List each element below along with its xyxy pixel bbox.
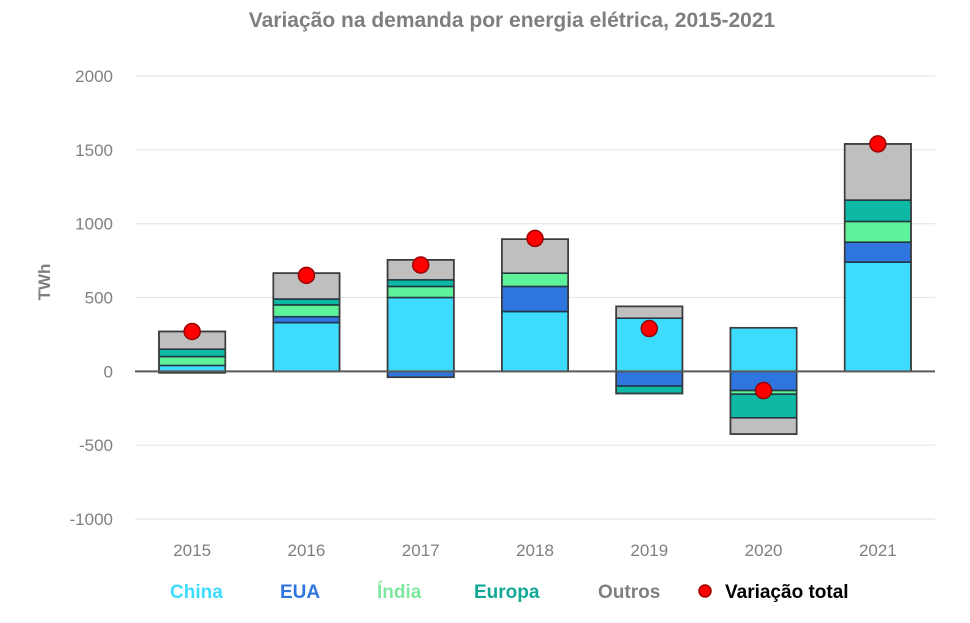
- bar-group-2017: [386, 259, 455, 379]
- y-tick-label: 2000: [75, 67, 113, 86]
- bar-group-2020: [729, 326, 798, 435]
- total-marker-2021: [869, 135, 887, 153]
- total-marker-2018: [526, 229, 544, 248]
- x-tick-label: 2020: [745, 541, 783, 560]
- legend-item-china: China: [170, 582, 223, 603]
- y-tick-label: 1500: [75, 141, 113, 160]
- x-tick-label: 2019: [630, 541, 668, 560]
- total-marker-2019: [640, 319, 659, 338]
- y-tick-label: 0: [104, 362, 113, 381]
- gridlines: [135, 75, 935, 520]
- total-marker-2020: [754, 381, 773, 400]
- bar-outline-2019: [615, 305, 684, 395]
- total-marker-2015: [183, 322, 201, 341]
- legend-item-outros: Outros: [598, 582, 660, 603]
- y-tick-label: 500: [85, 289, 113, 308]
- y-axis-ticks: 2000 1500 1000 500 0 -500 -1000: [70, 67, 113, 529]
- legend-total-marker-icon: [698, 584, 712, 598]
- bar-segment-china-2016: [272, 321, 341, 373]
- bar-segment-europa-2019: [615, 385, 684, 395]
- bar-group-2018: [501, 238, 569, 373]
- bar-segment-índia-2018: [501, 272, 569, 288]
- bar-segment-china-2017: [386, 296, 455, 373]
- total-marker-2016: [297, 266, 316, 285]
- bar-segment-europa-2016: [272, 298, 341, 306]
- bar-segment-índia-2017: [386, 285, 455, 299]
- bar-segment-outros-2020: [729, 417, 798, 435]
- legend-item-europa: Europa: [474, 582, 540, 603]
- legend: China EUA Índia Europa Outros Variação total: [170, 581, 849, 603]
- bar-segment-outros-2019: [615, 305, 684, 319]
- y-tick-label: 1000: [75, 215, 113, 234]
- x-tick-label: 2018: [516, 541, 554, 560]
- bar-segment-europa-2021: [843, 199, 912, 223]
- bar-segment-china-2018: [501, 310, 569, 373]
- bar-group-2015: [158, 330, 227, 374]
- bar-segment-china-2020: [729, 326, 798, 373]
- bar-segment-eua-2021: [843, 241, 912, 263]
- bar-group-2019: [615, 305, 684, 395]
- bar-segment-europa-2015: [158, 348, 227, 358]
- bar-segment-europa-2017: [386, 278, 455, 288]
- bar-segment-eua-2018: [501, 285, 569, 313]
- total-markers: [183, 135, 887, 400]
- bar-group-2021: [843, 143, 912, 373]
- stacked-bars: [158, 143, 912, 435]
- bar-segment-índia-2021: [843, 220, 912, 243]
- bar-outline-2020: [729, 326, 798, 435]
- bar-segment-índia-2015: [158, 355, 227, 367]
- bar-segment-eua-2019: [615, 370, 684, 387]
- bar-segment-índia-2016: [272, 304, 341, 318]
- x-tick-label: 2017: [402, 541, 440, 560]
- legend-item-eua: EUA: [280, 582, 320, 603]
- y-tick-label: -500: [79, 436, 113, 455]
- total-marker-2017: [411, 256, 430, 274]
- x-tick-label: 2016: [288, 541, 326, 560]
- x-tick-label: 2021: [859, 541, 897, 560]
- chart-title: Variação na demanda por energia elétrica…: [249, 9, 776, 32]
- legend-item-índia: Índia: [377, 581, 422, 603]
- bar-group-2016: [272, 272, 341, 373]
- x-tick-label: 2015: [173, 541, 211, 560]
- bar-segment-eua-2016: [272, 315, 341, 324]
- legend-item-variacao-total: Variação total: [725, 582, 849, 603]
- y-axis-title: TWh: [35, 264, 54, 301]
- x-axis-ticks: 2015 2016 2017 2018 2019 2020 2021: [173, 541, 897, 560]
- bar-segment-china-2021: [843, 261, 912, 373]
- y-tick-label: -1000: [70, 510, 113, 529]
